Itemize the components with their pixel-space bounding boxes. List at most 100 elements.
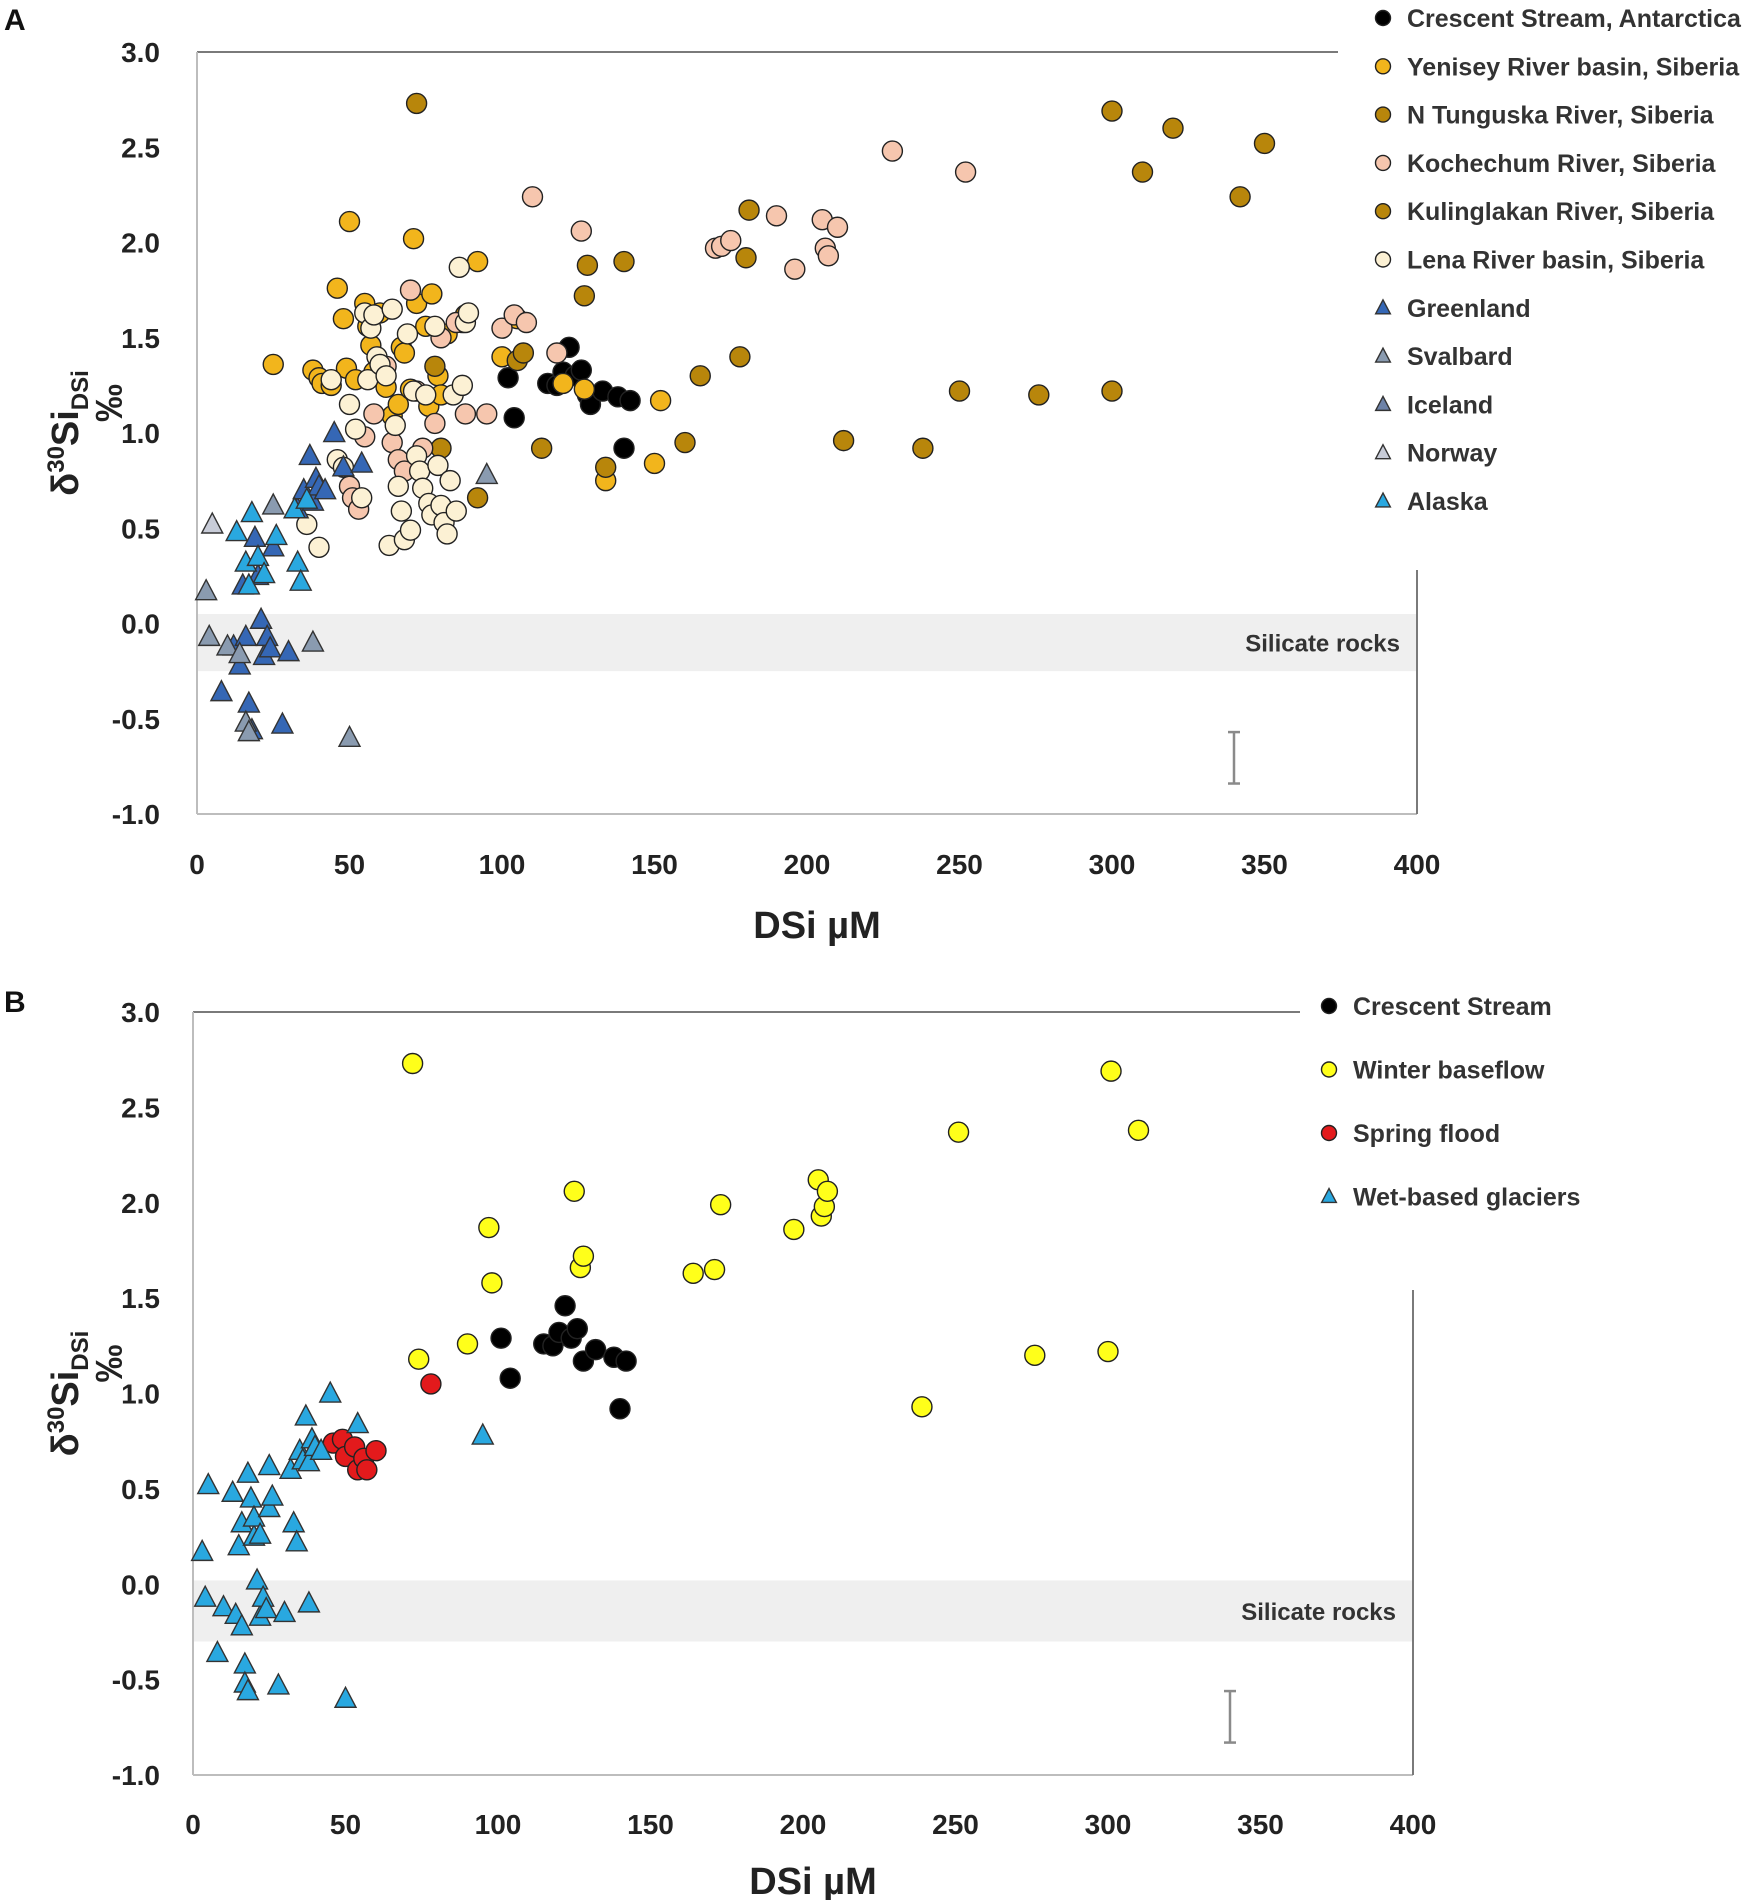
x-tick-label: 50 [334, 849, 365, 880]
data-point [228, 652, 252, 675]
data-point [415, 384, 437, 406]
series-yenisey-river-basin-siberia [262, 210, 672, 492]
data-point [466, 487, 489, 509]
legend-marker [1320, 1124, 1338, 1142]
data-point [237, 690, 261, 713]
data-point [947, 1121, 970, 1143]
data-point [281, 1510, 306, 1533]
data-point [515, 311, 538, 334]
data-point [401, 1052, 424, 1075]
y-axis-title: δ30SiDSi [43, 370, 94, 496]
x-tick-label: 300 [1089, 849, 1136, 880]
legend-entry: Iceland [1374, 391, 1493, 419]
data-point [424, 355, 446, 378]
silicate-band [193, 1580, 1413, 1642]
data-point [254, 1596, 278, 1619]
x-tick-label: 250 [932, 1809, 979, 1840]
data-point [252, 561, 276, 584]
data-point [249, 606, 273, 629]
data-point [457, 302, 480, 324]
data-point [476, 403, 498, 425]
data-point [248, 1521, 272, 1544]
data-point [230, 1613, 254, 1636]
x-tick-label: 200 [784, 849, 831, 880]
data-point [236, 1460, 260, 1483]
data-point [421, 283, 443, 305]
series-spring-flood [322, 1373, 442, 1481]
data-point [220, 1479, 245, 1502]
y-tick-label: 1.5 [121, 323, 160, 354]
data-point [570, 359, 592, 381]
legend-label: Alaska [1407, 488, 1489, 516]
error-bar [1224, 1689, 1236, 1744]
data-point [649, 389, 672, 412]
legend-label: Greenland [1407, 295, 1531, 323]
data-point [344, 418, 367, 440]
y-tick-label: 2.0 [121, 1188, 160, 1219]
legend-entry: Spring flood [1320, 1120, 1500, 1148]
data-point [333, 1685, 358, 1708]
legend-marker [1374, 251, 1392, 268]
y-axis-unit: ‰ [89, 1345, 131, 1383]
data-point [237, 719, 261, 742]
data-point [784, 258, 806, 280]
data-point [738, 199, 760, 221]
data-point [445, 500, 467, 522]
legend-label: Kochechum River, Siberia [1407, 150, 1717, 178]
data-point [765, 205, 788, 227]
data-point [735, 247, 757, 269]
data-point [338, 210, 361, 233]
data-point [399, 519, 422, 541]
data-point [408, 1348, 430, 1370]
data-point [236, 1678, 260, 1701]
data-point [261, 492, 285, 515]
legend-marker [1374, 346, 1392, 363]
data-point [817, 245, 840, 267]
data-point [832, 429, 855, 452]
data-point [911, 1396, 933, 1418]
x-axis-title: DSi µM [749, 1861, 876, 1900]
data-point [337, 724, 362, 748]
data-point [402, 227, 425, 250]
data-point [456, 1333, 479, 1355]
series-norway [200, 511, 224, 534]
silicate-band-label: Silicate rocks [1241, 1599, 1396, 1626]
data-point [1024, 1344, 1046, 1367]
data-point [309, 1437, 333, 1460]
data-point [552, 372, 574, 395]
legend-label: Lena River basin, Siberia [1407, 247, 1705, 275]
series-crescent-stream-antarctica [497, 336, 641, 459]
panel-letter: B [4, 986, 26, 1019]
data-point [365, 1440, 387, 1462]
x-tick-label: 200 [780, 1809, 827, 1840]
data-point [503, 407, 525, 429]
legend-marker [1374, 202, 1392, 220]
data-point [338, 393, 361, 416]
data-point [261, 534, 285, 557]
legend-entry: Wet-based glaciers [1320, 1184, 1580, 1212]
data-point [320, 368, 342, 391]
legend-marker [1374, 106, 1392, 123]
data-point [196, 1472, 220, 1495]
series-wet-based-glaciers [190, 1380, 495, 1708]
legend-marker [1320, 1061, 1338, 1078]
data-point [264, 522, 288, 546]
data-point [396, 323, 419, 345]
x-tick-label: 350 [1241, 849, 1288, 880]
legend-marker [1374, 443, 1392, 460]
data-point [356, 1459, 378, 1481]
data-point [478, 1216, 500, 1239]
legend-entry: Yenisey River basin, Siberia [1374, 53, 1740, 81]
data-point [566, 1317, 588, 1340]
x-tick-label: 400 [1394, 849, 1441, 880]
legend-entry: N Tunguska River, Siberia [1374, 102, 1715, 130]
data-point [285, 549, 310, 572]
data-point [554, 1295, 576, 1317]
data-point [613, 250, 635, 273]
data-point [245, 1567, 269, 1590]
x-tick-label: 150 [627, 1809, 674, 1840]
data-point [881, 140, 904, 162]
data-point [233, 1651, 257, 1674]
data-point [454, 403, 477, 425]
silicate-band-label: Silicate rocks [1245, 631, 1400, 658]
